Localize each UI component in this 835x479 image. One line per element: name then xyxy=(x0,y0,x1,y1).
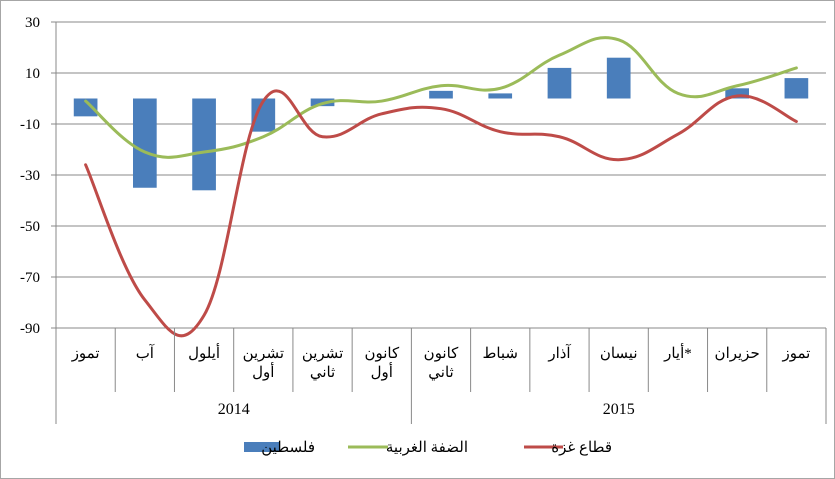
bar xyxy=(133,98,157,188)
y-tick-label: -30 xyxy=(20,168,40,184)
x-tick-label: تموز xyxy=(71,346,100,362)
legend: قطاع غزة الضفة الغربية فلسطين xyxy=(244,440,612,456)
series-line xyxy=(84,36,798,159)
x-tick-label: نيسان xyxy=(600,346,638,362)
y-tick-label: -50 xyxy=(20,219,40,235)
x-tick-label: آذار xyxy=(547,344,571,362)
y-tick-label: -70 xyxy=(20,270,40,286)
x-tick-label: تشرين xyxy=(243,346,284,362)
x-tick-label: حزيران xyxy=(715,346,760,362)
bar xyxy=(606,57,631,99)
legend-swatch xyxy=(244,442,280,452)
x-tick-label: أيلول xyxy=(188,343,220,362)
x-tick-label: أول xyxy=(371,362,393,381)
legend-label: فلسطين xyxy=(261,440,315,456)
x-tick-label: أيار* xyxy=(663,343,692,362)
x-tick-label: تموز xyxy=(781,346,810,362)
y-tick-label: -10 xyxy=(20,117,40,133)
y-tick-label: 30 xyxy=(25,15,40,31)
bar xyxy=(429,90,453,99)
x-tick-label: آب xyxy=(136,344,155,362)
y-tick-label: -90 xyxy=(20,321,40,337)
bar xyxy=(488,93,513,99)
bar xyxy=(725,88,749,99)
bar-series xyxy=(73,57,809,191)
gridlines xyxy=(56,21,826,329)
bar xyxy=(784,78,809,99)
x-tick-label: كانون xyxy=(424,346,460,362)
bar xyxy=(192,98,216,191)
x-tick-label: شباط xyxy=(482,346,518,362)
line-series xyxy=(84,36,798,338)
bar xyxy=(547,67,572,99)
x-tick-label: أول xyxy=(252,362,274,381)
series-line xyxy=(84,89,798,338)
x-tick-label: ثاني xyxy=(428,365,453,381)
year-label: 2015 xyxy=(603,401,635,418)
x-tick-label: تشرين xyxy=(302,346,343,362)
x-tick-label: كانون xyxy=(364,346,400,362)
bar xyxy=(73,98,98,117)
x-tick-label: ثاني xyxy=(310,365,335,381)
legend-label: الضفة الغربية xyxy=(386,440,468,456)
legend-label: قطاع غزة xyxy=(551,440,612,456)
year-label: 2014 xyxy=(218,401,250,418)
y-tick-label: 10 xyxy=(25,66,40,82)
bar xyxy=(251,98,276,132)
